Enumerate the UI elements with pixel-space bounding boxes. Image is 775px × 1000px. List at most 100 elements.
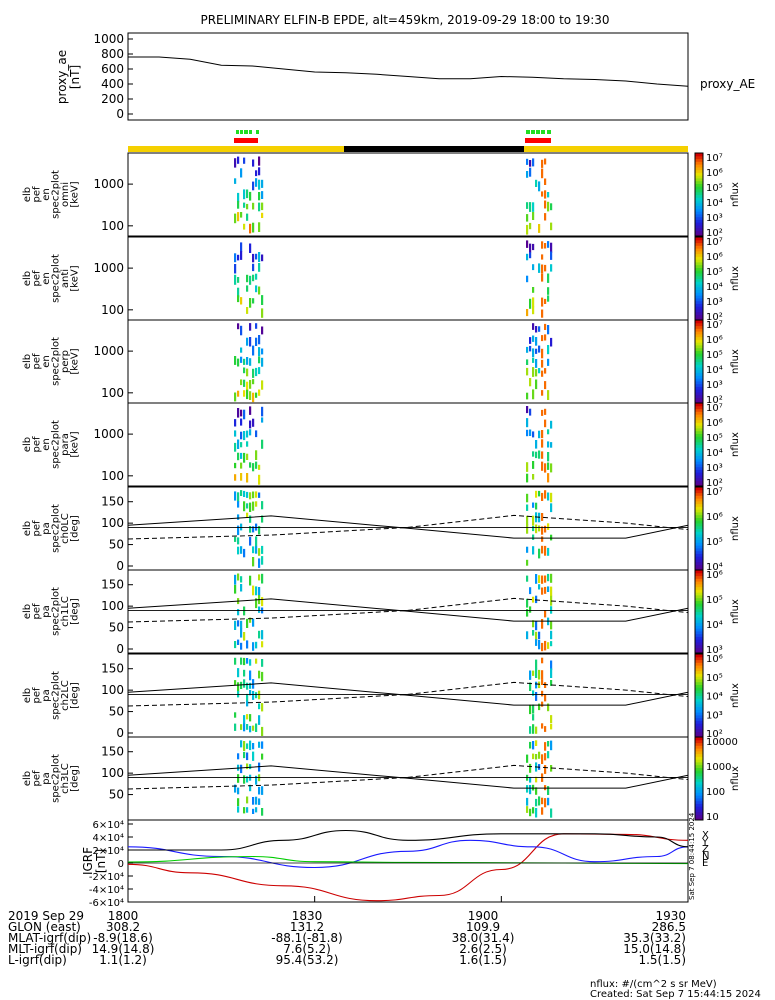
colorbar: 10⁴ 10⁵ 10⁶ 10⁷ nflux <box>694 486 741 573</box>
spectrogram-pixel <box>246 473 249 483</box>
colorbar-cell <box>695 419 703 423</box>
spectrogram-pixel <box>237 156 240 164</box>
colorbar-cell <box>695 180 703 184</box>
spectrogram-pixel <box>243 775 246 784</box>
spectrogram-pixel <box>252 298 255 304</box>
colorbar-label: nflux <box>730 683 741 708</box>
y-tick-label: 100 <box>101 766 124 780</box>
colorbar-cell <box>695 495 703 499</box>
spectrogram-pixel <box>255 598 258 609</box>
spectrogram-pixel <box>240 523 243 531</box>
spectrogram-pixel <box>249 323 252 331</box>
panel-label-line: pef <box>32 603 43 620</box>
spectrogram-pixel <box>526 754 529 763</box>
colorbar-cell <box>695 759 703 763</box>
colorbar-cell <box>695 295 703 299</box>
y-tick-label: 100 <box>101 219 124 233</box>
spectrogram-pixel <box>535 337 538 346</box>
spectrogram-pixel <box>526 785 529 793</box>
spectrogram-pixel <box>544 753 547 761</box>
colorbar-cell <box>695 756 703 760</box>
spectrogram-pixel <box>243 202 246 208</box>
spectrogram-pixel <box>529 741 532 749</box>
colorbar-cell <box>695 695 703 699</box>
panel-label-line: para <box>60 433 71 456</box>
footer-cell: 15.0(14.8) <box>623 942 686 956</box>
colorbar-cell <box>695 169 703 173</box>
spectrogram-pixel <box>529 763 532 773</box>
spectrogram-pixel <box>538 575 541 583</box>
colorbar-cell <box>695 731 703 735</box>
spectrogram-pixel <box>246 430 249 438</box>
spectrogram-pixel <box>544 323 547 330</box>
spectrogram-pixel <box>550 222 553 231</box>
spectrogram-pixel <box>544 190 547 199</box>
spectrogram-pixel <box>532 704 535 714</box>
spectrogram-pixel <box>249 764 252 770</box>
spectrogram-pixel <box>237 277 240 283</box>
spectrogram-pixel <box>547 325 550 335</box>
spectrogram-pixel <box>529 202 532 212</box>
created-note: Created: Sat Sep 7 15:44:15 2024 <box>590 989 761 1000</box>
colorbar-tick-label: 10⁴ <box>706 692 723 703</box>
spectrogram-pixel <box>547 452 550 462</box>
spectrogram-pixel <box>535 379 538 390</box>
footer-cell: 1830 <box>292 909 323 923</box>
spectrogram-pixel <box>550 337 553 347</box>
panel-label-line: [deg] <box>70 598 81 625</box>
spectrogram-pixel <box>255 367 258 377</box>
green-flag <box>249 130 252 134</box>
spectrogram-pixel <box>246 307 249 314</box>
footer-cell: 38.0(31.4) <box>452 931 515 945</box>
colorbar-cell <box>695 625 703 629</box>
green-flag <box>541 130 545 134</box>
spectrogram-pixel <box>261 439 264 449</box>
spectrogram-pixel <box>529 704 532 715</box>
spectrogram-pixel <box>261 380 264 390</box>
spectrogram-pixel <box>547 786 550 795</box>
spectrogram-pixel <box>532 534 535 540</box>
spectrogram-pixel <box>532 243 535 251</box>
colorbar-tick-label: 10 <box>706 812 719 823</box>
spectrogram-pixel <box>541 359 544 368</box>
spectrogram-pixel <box>547 797 550 806</box>
y-tick-label: 1000 <box>93 261 124 275</box>
colorbar-cell <box>695 558 703 563</box>
spectrogram-pixel <box>240 379 243 386</box>
panel-label-line: pef <box>32 687 43 704</box>
spectrogram-pixel <box>532 753 535 760</box>
y-tick-label: 50 <box>109 621 124 635</box>
spectrogram-pixel <box>532 431 535 438</box>
colorbar-label: nflux <box>730 182 741 207</box>
spectrogram-pixel <box>541 451 544 459</box>
spectrogram-pixel <box>535 524 538 534</box>
footer-cell: 1930 <box>655 909 686 923</box>
spectrogram-pixel <box>255 692 258 699</box>
colorbar-cell <box>695 525 703 529</box>
y-tick-label: 1000 <box>93 427 124 441</box>
colorbar-tick-label: 10⁴ <box>706 562 723 573</box>
ae-tick-label: 1000 <box>93 32 124 46</box>
spectrogram-panel: 050100150elbpefpaspec2plotch0LC[deg]10⁴1… <box>22 486 741 573</box>
spectrogram-pixel <box>547 273 550 283</box>
colorbar-cell <box>695 814 703 818</box>
spectrogram-pixel <box>547 241 550 248</box>
spectrogram-pixel <box>550 668 553 678</box>
colorbar-cell <box>695 745 703 749</box>
spectrogram-pixel <box>237 753 240 760</box>
igrf-label-line: [nT] <box>94 849 108 873</box>
spectrogram-pixel <box>252 274 255 282</box>
spectrogram-pixel <box>532 620 535 628</box>
spectrogram-pixel <box>237 573 240 581</box>
spectrogram-panel: 1001000elbpefenspec2plotanti[keV]10²10³1… <box>22 236 741 323</box>
colorbar-tick-label: 10⁷ <box>706 487 723 498</box>
colorbar-tick-label: 10³ <box>706 710 723 721</box>
spectrogram-pixel <box>255 723 258 732</box>
spectrogram-pixel <box>544 419 547 428</box>
spectrogram-pixel <box>538 669 541 680</box>
spectrogram-pixel <box>240 546 243 554</box>
spectrogram-pixel <box>538 584 541 590</box>
x-axis-ticks <box>127 896 689 902</box>
igrf-tick-label: -2×10⁴ <box>89 872 124 883</box>
footer-cell: 1900 <box>468 909 499 923</box>
